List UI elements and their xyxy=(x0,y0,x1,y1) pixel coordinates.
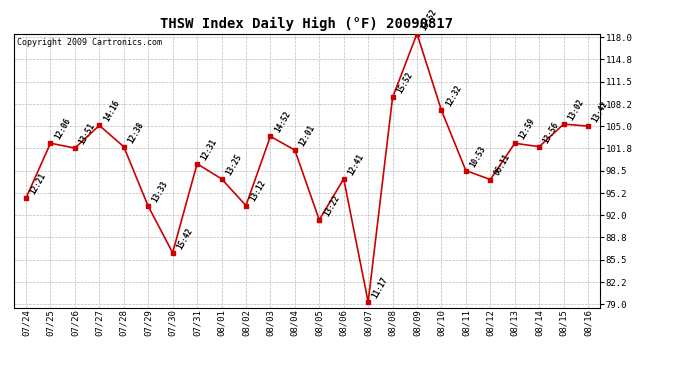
Text: 13:33: 13:33 xyxy=(150,180,170,204)
Text: 12:41: 12:41 xyxy=(346,152,366,177)
Text: 13:25: 13:25 xyxy=(224,152,244,177)
Text: Copyright 2009 Cartronics.com: Copyright 2009 Cartronics.com xyxy=(17,38,161,47)
Text: 06:11: 06:11 xyxy=(493,153,512,177)
Text: 15:42: 15:42 xyxy=(175,226,195,251)
Text: 12:59: 12:59 xyxy=(518,117,537,141)
Text: 10:53: 10:53 xyxy=(469,144,488,169)
Text: 12:31: 12:31 xyxy=(199,137,219,162)
Text: 13:02: 13:02 xyxy=(566,98,585,122)
Text: 12:32: 12:32 xyxy=(444,84,463,108)
Text: 12:38: 12:38 xyxy=(126,120,146,145)
Text: 13:12: 13:12 xyxy=(248,179,268,204)
Text: 13:51: 13:51 xyxy=(77,122,97,146)
Text: 13:42: 13:42 xyxy=(591,99,610,124)
Text: 12:01: 12:01 xyxy=(297,123,317,148)
Text: 13:22: 13:22 xyxy=(322,194,341,218)
Text: 14:52: 14:52 xyxy=(273,110,292,134)
Title: THSW Index Daily High (°F) 20090817: THSW Index Daily High (°F) 20090817 xyxy=(161,17,453,31)
Text: 15:52: 15:52 xyxy=(395,71,415,95)
Text: 14:16: 14:16 xyxy=(102,99,121,123)
Text: 12:21: 12:21 xyxy=(28,171,48,196)
Text: 12:06: 12:06 xyxy=(53,117,72,141)
Text: 13:52: 13:52 xyxy=(420,7,439,32)
Text: 13:56: 13:56 xyxy=(542,120,561,145)
Text: 11:17: 11:17 xyxy=(371,276,390,300)
